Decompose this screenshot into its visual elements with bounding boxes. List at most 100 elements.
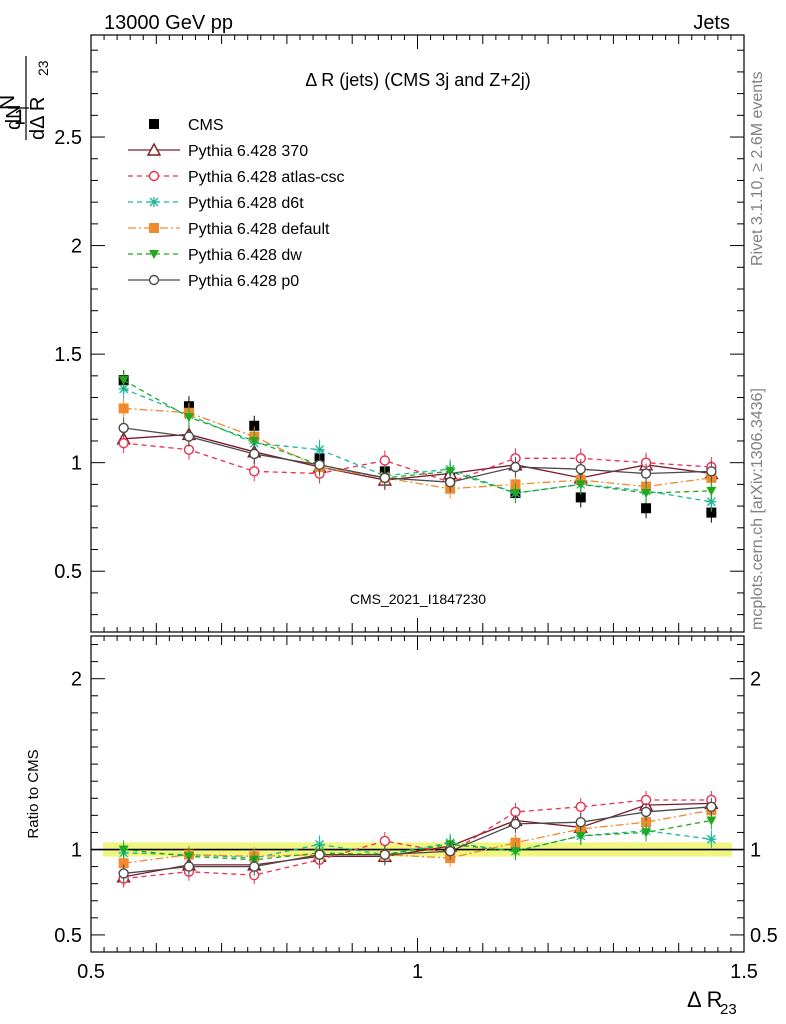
data-point [379,472,391,484]
data-point [118,868,129,879]
series-3 [118,378,717,512]
data-point [146,142,162,156]
data-point [510,489,521,499]
data-point [149,119,159,129]
data-point [575,801,586,813]
data-point [510,847,521,857]
data-point [706,834,717,845]
y-tick-label-right: 1 [750,840,761,862]
series-line [123,433,712,481]
data-point [183,861,195,872]
y-tick-label: 1.5 [54,344,82,366]
ylabel-group: dΔ R 23 dN [3,56,51,140]
series-4 [118,398,717,499]
legend-label: CMS [188,117,224,134]
data-point [118,858,129,869]
x-tick-label: 1.5 [730,961,758,983]
series-6 [118,417,717,493]
data-point [641,817,652,828]
series-0 [118,370,717,523]
data-point [149,223,159,233]
data-point [641,489,652,499]
data-point [640,806,652,818]
data-point [149,250,159,259]
data-point [118,403,129,414]
data-point [249,436,260,446]
data-point [706,466,717,477]
watermark: CMS_2021_I1847230 [350,591,486,607]
data-point [183,413,194,423]
ylabel-den1: N [0,95,19,110]
data-point [118,422,129,434]
data-point [118,437,129,449]
data-point [575,816,586,828]
y-tick-label: 1 [71,840,82,862]
header-left: 13000 GeV pp [104,12,233,34]
data-point [314,459,325,471]
data-point [444,846,456,857]
x-tick-label: 1 [412,961,423,983]
data-point [314,849,325,860]
y-tick-label: 2 [71,236,82,258]
data-point [575,463,586,475]
y-tick-label: 0.5 [54,561,82,583]
data-point [706,816,717,826]
data-point [148,170,160,182]
data-point [249,448,260,460]
series-line [123,388,712,503]
legend: CMS Pythia 6.428 370 Pythia 6.428 atlas-cs… [128,117,345,290]
data-point [118,845,129,855]
data-point [575,480,586,490]
ratio-series-4 [118,811,717,869]
series-line [123,802,712,878]
series-line [123,379,712,494]
mcplots-label: mcplots.cern.ch [arXiv:1306.3436] [749,388,766,630]
data-point [379,849,391,860]
data-point [183,852,194,862]
data-point [379,835,391,847]
y-tick-label-right: 0.5 [750,925,778,947]
legend-label: Pythia 6.428 dw [188,247,302,264]
y-tick-label: 1 [71,453,82,475]
data-point [706,801,717,813]
x-tick-label: 0.5 [77,961,105,983]
ratio-y-label: Ratio to CMS [25,749,42,838]
data-point [249,466,260,477]
data-point [575,492,586,503]
data-point [444,477,456,488]
y-tick-label: 2.5 [54,127,82,149]
data-point [641,828,652,838]
data-point [575,831,586,841]
y-tick-label: 0.5 [54,925,82,947]
ratio-panel: 0.5 1 1.5 0.5 0.5 1 1 2 2 Ratio to CMS Δ R23 [25,635,778,1018]
series-line [123,427,712,483]
chart-title: Δ R (jets) (CMS 3j and Z+2j) [305,70,531,90]
series-line [123,806,712,875]
x-axis-label-sub: 23 [720,1001,737,1018]
data-point [510,818,521,830]
legend-label: Pythia 6.428 atlas-csc [188,169,345,186]
ratio-series-1 [118,790,717,888]
data-point [249,861,260,872]
data-point [118,376,129,386]
data-point [183,431,195,442]
data-point [640,468,652,479]
series-line [123,830,712,859]
header-right: Jets [693,12,730,34]
series-line [123,407,712,490]
ylabel-num1: 1 [14,106,26,129]
series-line [123,799,712,880]
data-point [314,444,325,455]
legend-label: Pythia 6.428 p0 [188,273,299,290]
data-point [641,503,652,514]
ratio-series-5 [118,797,717,883]
data-point [706,496,717,507]
data-point [149,197,159,207]
ylabel-sub: 23 [35,60,51,76]
data-point [706,486,717,496]
series-line [123,809,712,864]
y-tick-label: 2 [71,669,82,691]
data-point [249,420,260,431]
data-point [445,467,456,477]
